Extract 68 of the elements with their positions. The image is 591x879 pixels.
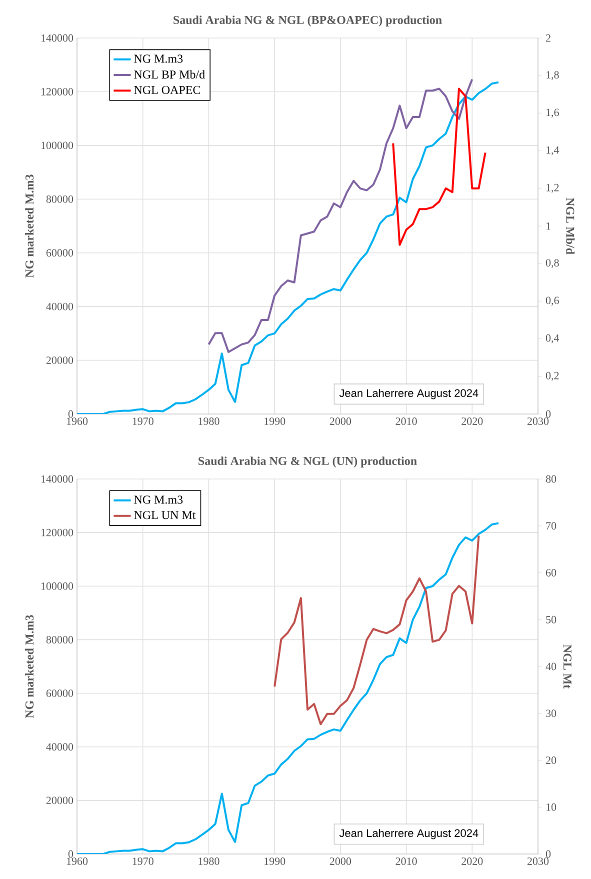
y2-axis-title: NGL Mb/d xyxy=(566,198,575,254)
y2-tick-label: 1,8 xyxy=(546,71,559,80)
legend-label: NGL OAPEC xyxy=(134,86,200,94)
chart-title: Saudi Arabia NG & NGL (UN) production xyxy=(198,456,417,468)
y2-tick-label: 0,4 xyxy=(546,334,560,344)
y-tick-label: 80000 xyxy=(46,636,74,644)
y2-tick-label: 0,6 xyxy=(546,296,559,306)
y2-tick-label: 50 xyxy=(546,616,556,624)
y-axis-title: NG marketed M.m3 xyxy=(25,174,34,278)
y-tick-label: 40000 xyxy=(46,302,74,310)
y-tick-label: 140000 xyxy=(41,34,74,42)
y-tick-label: 0 xyxy=(68,850,74,858)
y2-tick-label: 60 xyxy=(546,569,556,576)
y-tick-label: 120000 xyxy=(41,528,74,536)
legend-label: NGL UN Mt xyxy=(134,511,196,520)
y2-tick-label: 1 xyxy=(546,222,550,230)
x-tick-label: 1960 xyxy=(66,418,88,425)
y2-tick-label: 1,2 xyxy=(546,184,559,193)
y2-tick-label: 70 xyxy=(546,522,556,530)
legend-label: NGL BP Mb/d xyxy=(134,70,205,79)
y-tick-label: 20000 xyxy=(46,796,74,804)
y-tick-label: 0 xyxy=(68,410,74,418)
y2-tick-label: 0,2 xyxy=(546,372,559,381)
annotation: Jean Laherrere August 2024 xyxy=(339,828,478,840)
y-tick-label: 100000 xyxy=(41,582,74,590)
y2-tick-label: 80 xyxy=(546,475,556,483)
legend-label: NG M.m3 xyxy=(134,496,183,504)
line-series xyxy=(274,534,480,726)
y2-tick-label: 10 xyxy=(546,803,556,811)
y2-tick-label: 0,8 xyxy=(546,259,559,268)
y-axis-title: NG marketed M.m3 xyxy=(25,615,34,718)
y2-tick-label: 30 xyxy=(546,710,556,718)
y2-tick-label: 0 xyxy=(546,850,551,858)
y2-tick-label: 20 xyxy=(546,756,556,764)
y-tick-label: 140000 xyxy=(41,475,74,483)
x-tick-label: 1960 xyxy=(66,858,88,865)
x-tick-label: 1970 xyxy=(132,858,154,865)
x-tick-label: 2010 xyxy=(396,858,417,865)
line-series xyxy=(392,88,486,246)
y-tick-label: 60000 xyxy=(46,690,74,697)
x-tick-label: 2020 xyxy=(462,858,483,865)
y-tick-label: 20000 xyxy=(46,356,74,364)
chart-title: Saudi Arabia NG & NGL (BP&OAPEC) production xyxy=(174,16,442,26)
y-tick-label: 40000 xyxy=(46,743,74,751)
x-tick-label: 2000 xyxy=(330,858,352,865)
y2-tick-label: 1,6 xyxy=(546,108,559,118)
x-tick-label: 1970 xyxy=(132,418,154,425)
y-tick-label: 60000 xyxy=(46,249,74,257)
line-series xyxy=(208,78,474,353)
x-tick-label: 2020 xyxy=(462,418,483,425)
x-tick-label: 2010 xyxy=(396,418,417,425)
x-tick-label: 2030 xyxy=(527,858,549,865)
y-tick-label: 100000 xyxy=(41,142,74,150)
y2-tick-label: 1,4 xyxy=(546,146,560,156)
y-tick-label: 120000 xyxy=(41,88,74,96)
annotation: Jean Laherrere August 2024 xyxy=(339,388,478,400)
y2-axis-title: NGL Mt xyxy=(563,644,572,689)
x-tick-label: 1980 xyxy=(198,418,220,425)
x-tick-label: 1990 xyxy=(264,418,286,425)
x-tick-label: 1980 xyxy=(198,858,220,865)
x-tick-label: 1990 xyxy=(264,858,286,865)
x-tick-label: 2030 xyxy=(527,418,549,425)
x-tick-label: 2000 xyxy=(330,418,352,425)
y2-tick-label: 40 xyxy=(546,662,556,670)
y2-tick-label: 0 xyxy=(546,410,551,418)
y-tick-label: 80000 xyxy=(46,195,74,203)
legend-label: NG M.m3 xyxy=(134,54,183,63)
y2-tick-label: 2 xyxy=(546,34,550,42)
